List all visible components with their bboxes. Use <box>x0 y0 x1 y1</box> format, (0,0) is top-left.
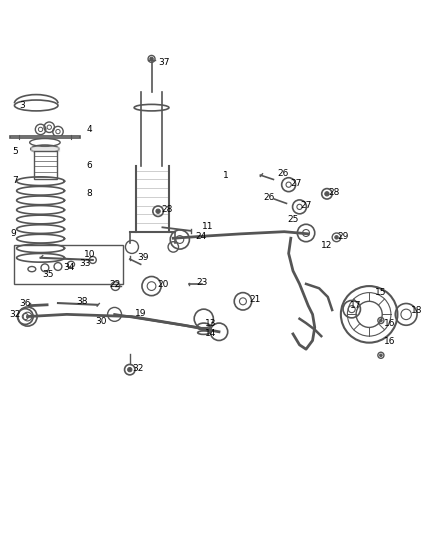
Circle shape <box>156 209 160 213</box>
Text: 28: 28 <box>162 205 173 214</box>
Bar <box>34 151 57 180</box>
Text: 7: 7 <box>12 176 18 185</box>
Text: 16: 16 <box>384 337 395 346</box>
Text: 3: 3 <box>19 101 25 110</box>
Text: 38: 38 <box>77 297 88 306</box>
Text: 13: 13 <box>205 319 216 328</box>
Text: 17: 17 <box>350 301 361 310</box>
Text: 9: 9 <box>10 229 16 238</box>
Text: 19: 19 <box>135 309 147 318</box>
Circle shape <box>150 57 153 61</box>
Text: 21: 21 <box>250 295 261 304</box>
Text: 32: 32 <box>9 310 21 319</box>
Text: 36: 36 <box>20 299 31 308</box>
Text: 32: 32 <box>132 364 143 373</box>
Bar <box>14 245 123 284</box>
Text: 18: 18 <box>410 305 422 314</box>
Text: 23: 23 <box>196 278 208 287</box>
Polygon shape <box>10 136 80 138</box>
Text: 34: 34 <box>64 263 75 272</box>
Text: 15: 15 <box>375 288 386 297</box>
Text: 27: 27 <box>301 201 312 210</box>
Text: 8: 8 <box>86 189 92 198</box>
Text: 35: 35 <box>43 270 54 279</box>
Circle shape <box>380 354 382 357</box>
Text: 22: 22 <box>110 280 120 289</box>
Text: 30: 30 <box>95 317 106 326</box>
Text: 14: 14 <box>205 329 216 338</box>
Text: 39: 39 <box>138 253 149 262</box>
Text: 25: 25 <box>288 215 299 224</box>
Text: 33: 33 <box>79 259 90 268</box>
Text: 10: 10 <box>84 250 95 259</box>
Text: 6: 6 <box>86 161 92 170</box>
Text: 11: 11 <box>201 222 213 231</box>
Text: 29: 29 <box>338 231 349 240</box>
Text: 26: 26 <box>277 169 288 179</box>
Text: 1: 1 <box>223 171 229 180</box>
Ellipse shape <box>14 100 58 111</box>
Text: 5: 5 <box>12 147 18 156</box>
Circle shape <box>380 319 382 322</box>
Text: 27: 27 <box>290 179 301 188</box>
Text: 24: 24 <box>195 232 206 241</box>
Circle shape <box>325 192 329 196</box>
Text: 28: 28 <box>328 188 340 197</box>
Text: 20: 20 <box>157 280 169 289</box>
Text: 26: 26 <box>264 193 275 202</box>
Circle shape <box>127 367 132 372</box>
Text: 4: 4 <box>86 125 92 134</box>
Text: 16: 16 <box>384 319 395 328</box>
Circle shape <box>335 236 338 239</box>
Text: 12: 12 <box>321 241 332 250</box>
Text: 37: 37 <box>158 58 170 67</box>
